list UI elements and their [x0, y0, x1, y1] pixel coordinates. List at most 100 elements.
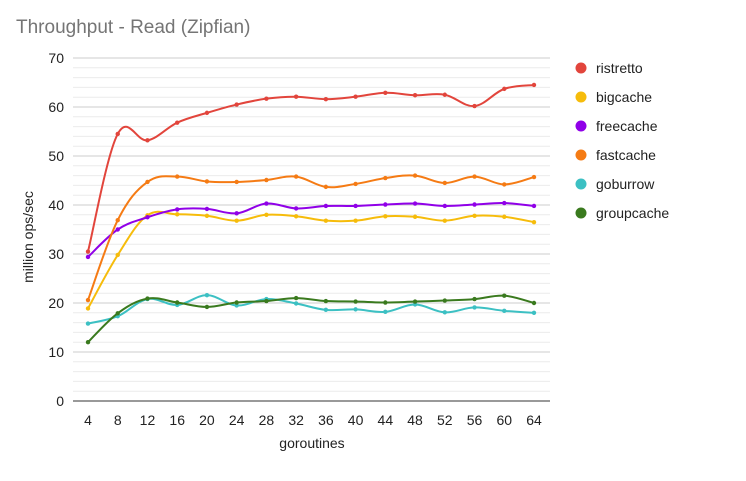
data-point-freecache — [353, 203, 358, 209]
y-tick-label: 70 — [48, 50, 64, 66]
series-line-ristretto — [87, 83, 535, 253]
data-point-freecache — [412, 201, 418, 206]
legend-label: goburrow — [596, 176, 655, 192]
data-point-fastcache — [115, 217, 120, 223]
data-point-goburrow — [472, 305, 477, 310]
data-point-freecache — [204, 206, 210, 212]
x-tick-label: 8 — [114, 412, 122, 428]
data-point-ristretto — [502, 86, 507, 92]
chart-title: Throughput - Read (Zipfian) — [16, 17, 250, 38]
data-point-bigcache — [264, 212, 269, 217]
legend-label: freecache — [596, 118, 658, 134]
data-point-fastcache — [383, 175, 388, 181]
data-point-bigcache — [323, 218, 329, 223]
data-point-freecache — [234, 211, 239, 216]
x-axis-ticks: 4 8 12 16 20 24 28 32 36 40 44 48 52 56 60 64 — [84, 412, 542, 428]
data-point-bigcache — [234, 218, 239, 223]
legend-swatch — [575, 91, 587, 103]
data-point-bigcache — [383, 214, 388, 219]
series-ristretto — [85, 82, 537, 254]
gridlines — [73, 57, 550, 392]
data-point-ristretto — [531, 82, 537, 88]
data-point-bigcache — [442, 218, 447, 223]
data-point-fastcache — [145, 179, 150, 185]
series-bigcache — [85, 210, 537, 311]
x-tick-label: 4 — [84, 412, 92, 428]
legend-label: bigcache — [596, 89, 652, 105]
legend-item-bigcache: bigcache — [575, 89, 652, 105]
x-tick-label: 44 — [378, 412, 394, 428]
x-tick-label: 32 — [288, 412, 304, 428]
data-point-fastcache — [204, 179, 210, 184]
data-point-groupcache — [502, 293, 507, 298]
data-point-groupcache — [531, 300, 537, 306]
data-point-fastcache — [353, 181, 358, 187]
series-groupcache — [85, 293, 537, 345]
y-tick-label: 0 — [56, 393, 64, 409]
legend-item-ristretto: ristretto — [575, 60, 643, 76]
data-point-bigcache — [531, 219, 537, 225]
data-point-freecache — [175, 207, 180, 212]
x-tick-label: 40 — [348, 412, 364, 428]
y-tick-label: 30 — [48, 246, 64, 262]
data-point-ristretto — [145, 138, 150, 143]
data-point-fastcache — [412, 173, 418, 178]
data-point-goburrow — [293, 301, 299, 306]
x-tick-label: 64 — [526, 412, 542, 428]
data-point-ristretto — [204, 110, 210, 116]
y-tick-label: 40 — [48, 197, 64, 213]
y-tick-label: 50 — [48, 148, 64, 164]
legend: ristretto bigcache freecache fastcache gobur… — [575, 60, 669, 221]
legend-item-freecache: freecache — [575, 118, 658, 134]
data-point-bigcache — [115, 252, 120, 258]
legend-item-goburrow: goburrow — [575, 176, 655, 192]
legend-swatch — [575, 207, 587, 219]
data-point-ristretto — [323, 96, 329, 102]
data-point-ristretto — [234, 102, 239, 107]
data-point-freecache — [502, 200, 507, 206]
data-point-fastcache — [264, 177, 269, 183]
data-point-freecache — [531, 203, 537, 209]
data-point-ristretto — [115, 131, 120, 137]
series-lines — [85, 82, 537, 345]
legend-swatch — [575, 62, 587, 74]
y-tick-label: 20 — [48, 295, 64, 311]
data-point-freecache — [85, 254, 91, 260]
data-point-bigcache — [412, 214, 418, 219]
legend-swatch — [575, 149, 587, 161]
data-point-freecache — [145, 215, 150, 220]
data-point-goburrow — [442, 310, 447, 315]
legend-item-fastcache: fastcache — [575, 147, 656, 163]
data-point-goburrow — [204, 292, 210, 298]
series-line-freecache — [87, 202, 535, 258]
y-axis-ticks: 0 10 20 30 40 50 60 70 — [48, 50, 64, 409]
data-point-ristretto — [412, 93, 418, 98]
data-point-groupcache — [145, 296, 150, 301]
data-point-bigcache — [472, 213, 477, 218]
data-point-goburrow — [353, 307, 358, 312]
series-line-bigcache — [87, 210, 535, 310]
data-point-groupcache — [383, 300, 388, 305]
data-point-fastcache — [293, 174, 299, 179]
data-point-freecache — [293, 206, 299, 211]
x-tick-label: 24 — [229, 412, 245, 428]
x-tick-label: 48 — [407, 412, 423, 428]
series-line-fastcache — [87, 174, 535, 302]
data-point-ristretto — [442, 92, 447, 97]
x-tick-label: 36 — [318, 412, 334, 428]
legend-label: groupcache — [596, 205, 669, 221]
y-tick-label: 60 — [48, 99, 64, 115]
data-point-freecache — [472, 202, 477, 207]
x-tick-label: 20 — [199, 412, 215, 428]
series-fastcache — [85, 173, 537, 303]
x-tick-label: 16 — [169, 412, 185, 428]
x-tick-label: 28 — [259, 412, 275, 428]
data-point-goburrow — [531, 310, 537, 315]
data-point-bigcache — [85, 306, 91, 311]
data-point-bigcache — [175, 212, 180, 217]
series-freecache — [85, 200, 537, 260]
data-point-fastcache — [531, 174, 537, 180]
legend-item-groupcache: groupcache — [575, 205, 669, 221]
data-point-groupcache — [264, 298, 269, 304]
data-point-goburrow — [85, 321, 91, 326]
